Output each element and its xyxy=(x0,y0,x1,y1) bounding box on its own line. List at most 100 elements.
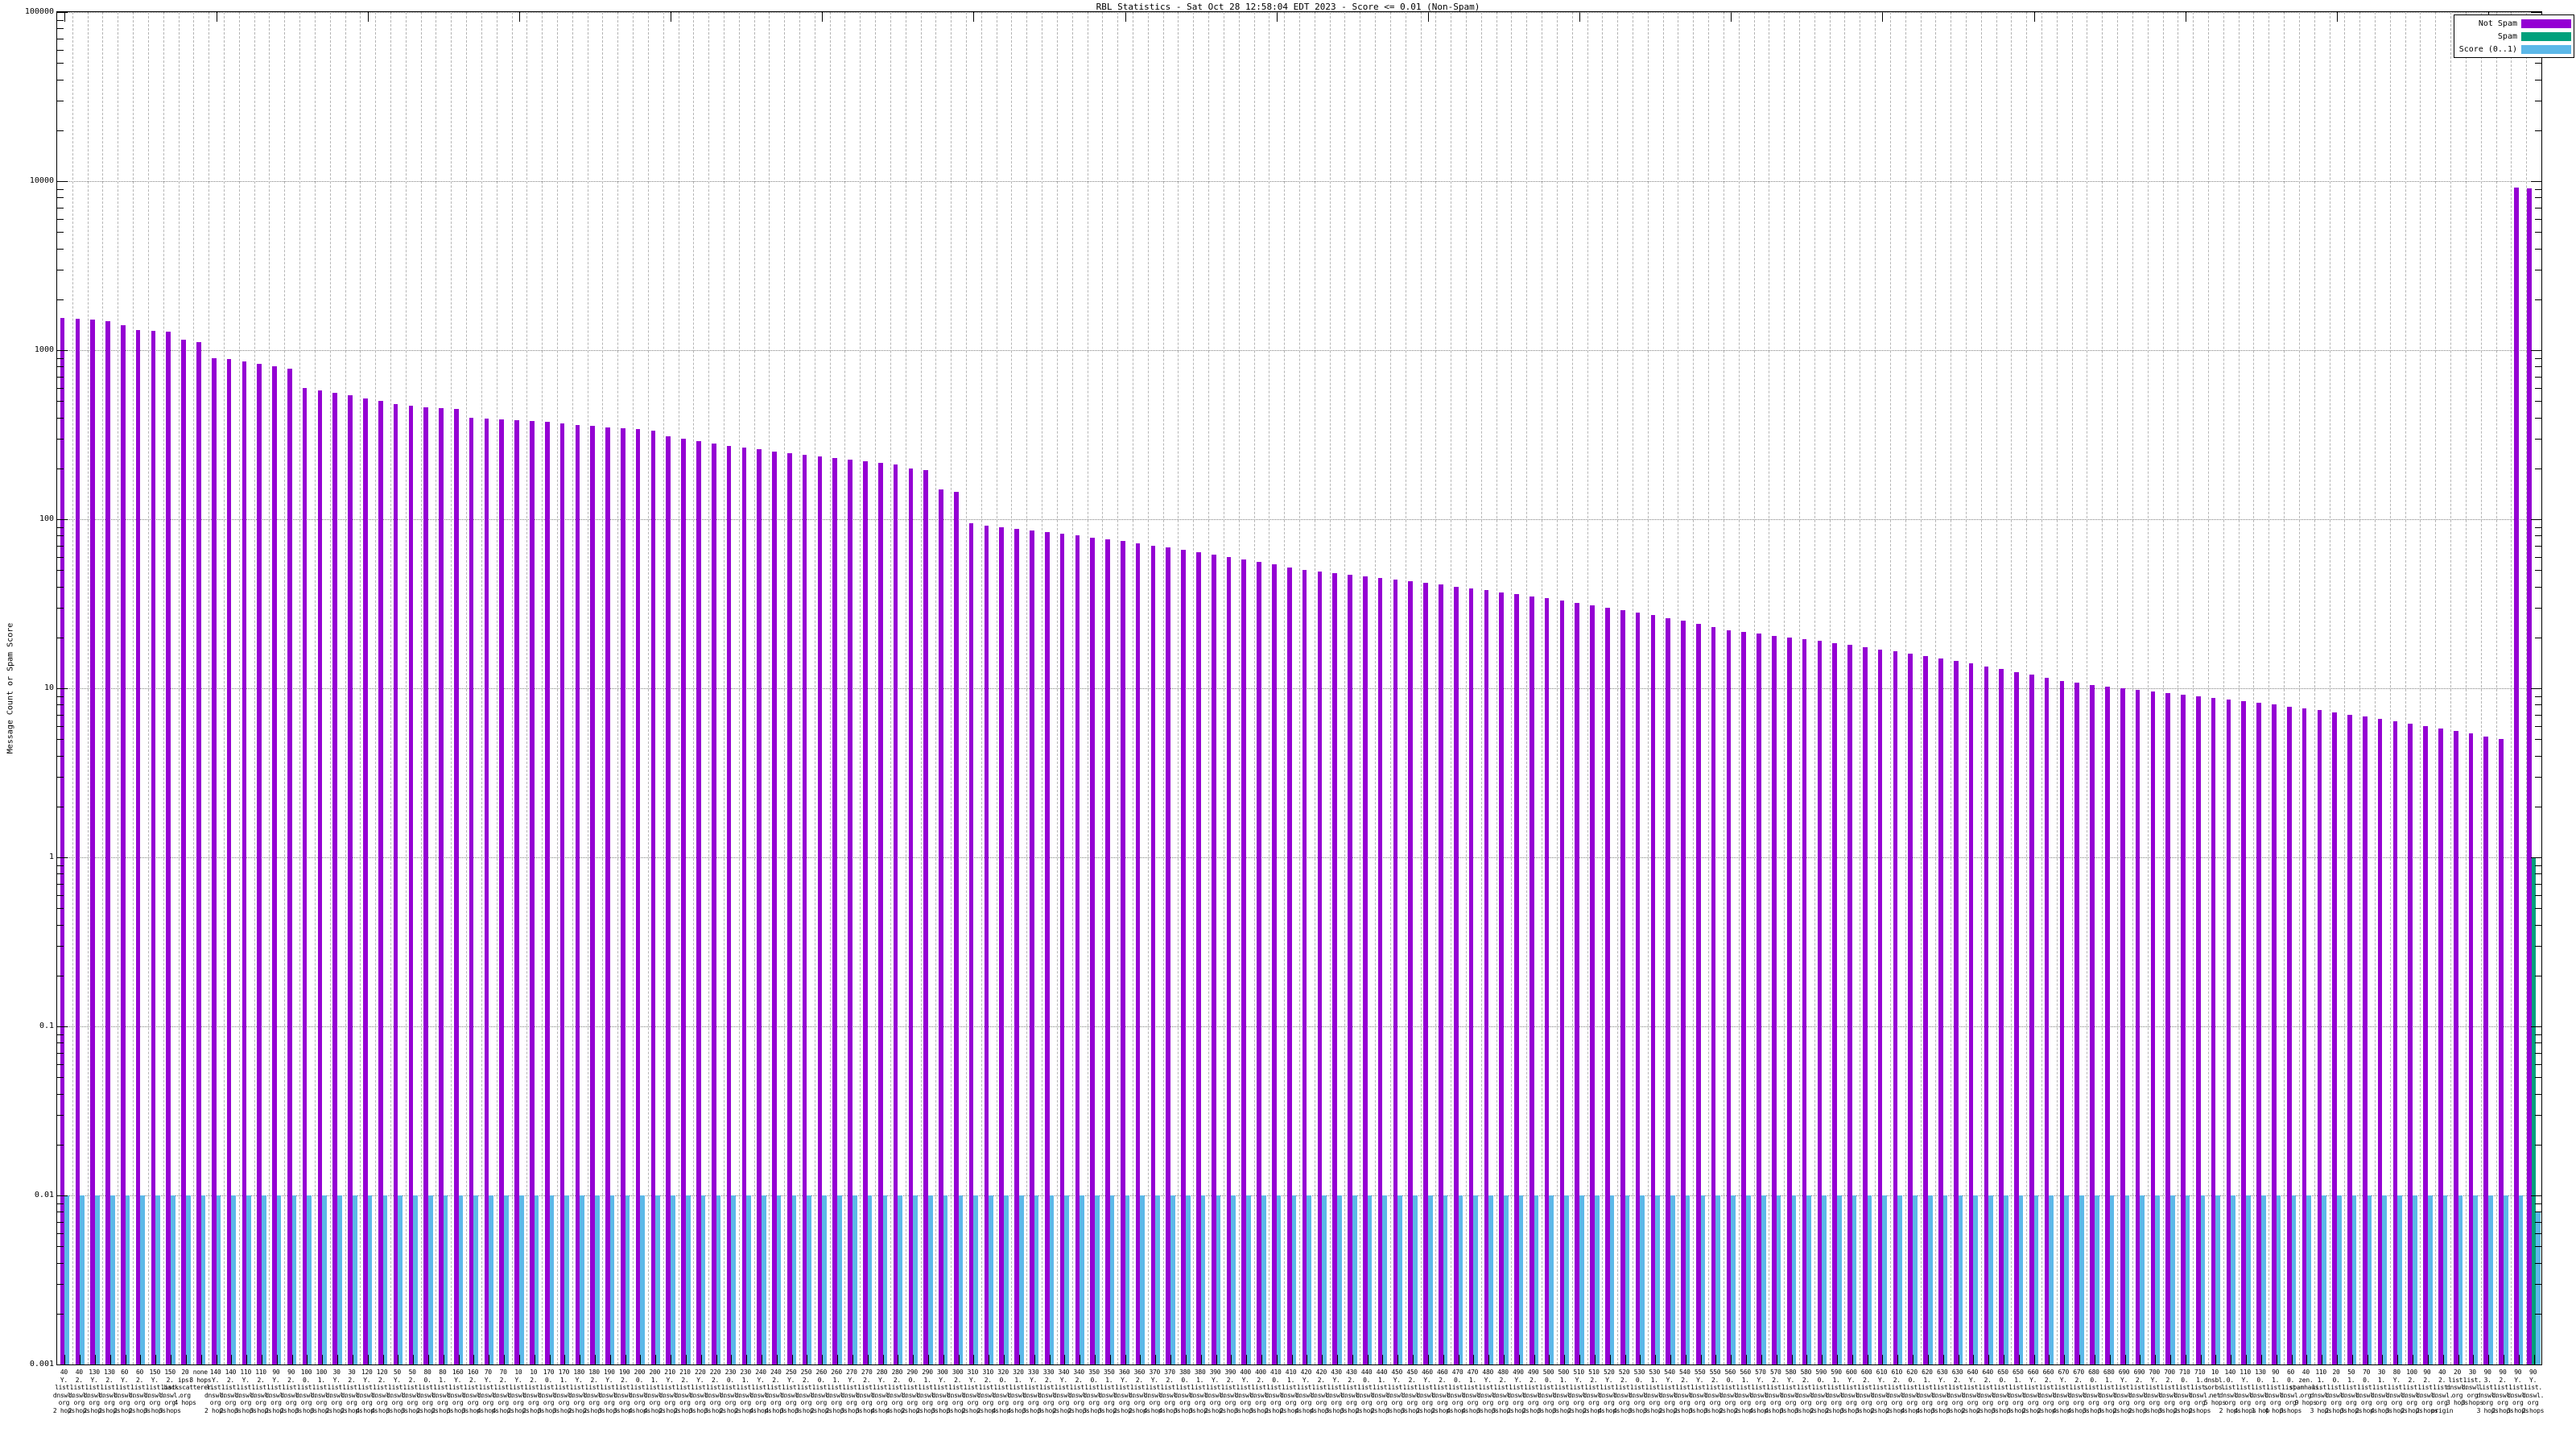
y-tick-major-right xyxy=(2531,181,2542,182)
x-axis-label: 40 zen. spamhaus. org 9 hops xyxy=(2289,1368,2322,1407)
y-tick-minor-right xyxy=(2535,1313,2542,1315)
y-tick-minor-right xyxy=(2535,1203,2542,1204)
x-axis-label: 290 1. list. dnswl. org 2 hops xyxy=(916,1368,939,1414)
bar-score xyxy=(685,1195,691,1364)
bar-notspam xyxy=(60,318,65,1364)
x-tick-bottom xyxy=(2336,1355,2338,1365)
bar-notspam xyxy=(1393,579,1398,1364)
x-tick-bottom xyxy=(822,1355,824,1365)
bar-notspam xyxy=(363,398,368,1364)
x-axis-label: 20 0. list. dnswl. org 2 hops xyxy=(2325,1368,2347,1414)
y-tick-major-right xyxy=(2531,688,2542,689)
chart-legend: Not Spam Spam Score (0..1) xyxy=(2454,14,2574,58)
x-tick-top xyxy=(1882,11,1884,22)
x-axis-label: 180 Y. list. dnswl. org 2 hops xyxy=(568,1368,590,1414)
legend-item-score: Score (0..1) xyxy=(2457,43,2571,56)
chart-title: RBL Statistics - Sat Oct 28 12:58:04 EDT… xyxy=(1096,2,1480,12)
y-tick-minor xyxy=(56,1221,64,1223)
bar-score xyxy=(1004,1195,1009,1364)
x-axis-label: 390 2. list. dnswl. org 2 hops xyxy=(1219,1368,1241,1414)
gridline-category xyxy=(875,12,877,1364)
bar-score xyxy=(1761,1195,1766,1364)
gridline-category xyxy=(178,12,180,1364)
bar-notspam xyxy=(726,446,732,1364)
bar-notspam xyxy=(1590,605,1595,1364)
bar-score xyxy=(882,1195,888,1364)
gridline-category xyxy=(329,12,331,1364)
x-tick-bottom xyxy=(307,1355,308,1365)
bar-score xyxy=(625,1195,630,1364)
y-tick-minor xyxy=(56,1052,64,1054)
x-tick-bottom xyxy=(276,1355,278,1365)
x-tick-bottom xyxy=(1731,1355,1732,1365)
bar-notspam xyxy=(484,418,489,1364)
x-axis-label: 660 Y. list. dnswl. org 2 hops xyxy=(2022,1368,2045,1414)
bar-score xyxy=(2397,1195,2402,1364)
bar-score xyxy=(504,1195,509,1364)
y-tick-major xyxy=(56,1026,68,1027)
y-tick-label: 0.1 xyxy=(39,1022,54,1030)
x-axis-label: 660 2. list. dnswl. org 2 hops xyxy=(2037,1368,2059,1414)
x-axis-label: 130 0. list. dnswl. org 1 hop xyxy=(2249,1368,2272,1414)
x-tick-bottom xyxy=(2169,1355,2171,1365)
bar-score xyxy=(2291,1195,2297,1364)
x-tick-bottom xyxy=(731,1355,733,1365)
x-tick-bottom xyxy=(685,1355,687,1365)
bar-score xyxy=(1170,1195,1175,1364)
y-tick-major-right xyxy=(2531,1195,2542,1196)
bar-notspam xyxy=(423,407,428,1364)
y-tick-minor-right xyxy=(2535,883,2542,885)
bar-score xyxy=(367,1195,373,1364)
bar-notspam xyxy=(2181,694,2186,1364)
bar-score xyxy=(200,1195,206,1364)
y-tick-minor xyxy=(56,924,64,926)
bar-score xyxy=(807,1195,812,1364)
x-tick-bottom xyxy=(200,1355,202,1365)
bar-score xyxy=(1125,1195,1130,1364)
bar-notspam xyxy=(1832,642,1837,1364)
bar-notspam xyxy=(1938,658,1943,1364)
x-axis-label: 10 dnsbl. sorbs. net 5 hops xyxy=(2203,1368,2226,1407)
bar-score xyxy=(2382,1195,2388,1364)
gridline-category xyxy=(420,12,422,1364)
bar-notspam xyxy=(151,331,156,1364)
gridline-category xyxy=(1905,12,1906,1364)
bar-score xyxy=(1822,1195,1827,1364)
bar-score xyxy=(276,1195,282,1364)
gridline-category xyxy=(1238,12,1240,1364)
bar-score xyxy=(1609,1195,1615,1364)
x-tick-bottom xyxy=(428,1355,430,1365)
grid-layer xyxy=(57,12,2541,1364)
bar-score xyxy=(1504,1195,1509,1364)
bar-score xyxy=(2306,1195,2311,1364)
bar-notspam xyxy=(439,407,444,1364)
x-axis-label: 130 Y. list. dnswl. org 2 hops xyxy=(83,1368,105,1414)
y-tick-minor xyxy=(56,130,64,131)
x-axis-label: 390 Y. list. dnswl. org 2 hops xyxy=(1203,1368,1227,1414)
x-axis-label: 370 2. list. dnswl. org 4 hops xyxy=(1158,1368,1181,1414)
bar-score xyxy=(1200,1195,1206,1364)
x-axis-label: 620 1. list. dnswl. org 4 hops xyxy=(1916,1368,1938,1414)
gridline-category xyxy=(572,12,573,1364)
bar-score xyxy=(1518,1195,1524,1364)
y-tick-minor-right xyxy=(2535,873,2542,875)
x-axis-label: 280 2. list. dnswl. org 4 hops xyxy=(886,1368,908,1414)
bar-notspam xyxy=(1257,561,1261,1364)
bar-score xyxy=(973,1195,979,1364)
gridline-category xyxy=(1920,12,1922,1364)
x-axis-label: 30 Y. list. dnswl. org 2 hops xyxy=(325,1368,348,1414)
bar-notspam xyxy=(1241,559,1247,1364)
gridline-category xyxy=(2253,12,2255,1364)
bar-notspam xyxy=(2120,688,2125,1364)
x-tick-bottom xyxy=(1897,1355,1899,1365)
x-axis-label: 380 1. list. dnswl. org 3 hops xyxy=(1189,1368,1212,1414)
bar-score xyxy=(1564,1195,1569,1364)
x-axis-label: 490 2. list. dnswl. org 2 hops xyxy=(1522,1368,1545,1414)
x-axis-label: 90 Y. list. dnswl. org 2 hops xyxy=(265,1368,287,1414)
x-tick-bottom xyxy=(185,1355,187,1365)
x-axis-label: 340 2. list. dnswl. org 2 hops xyxy=(1067,1368,1090,1414)
bar-notspam xyxy=(908,468,914,1364)
bar-notspam xyxy=(832,458,838,1364)
bar-notspam xyxy=(1877,649,1883,1364)
gridline-category xyxy=(693,12,695,1364)
